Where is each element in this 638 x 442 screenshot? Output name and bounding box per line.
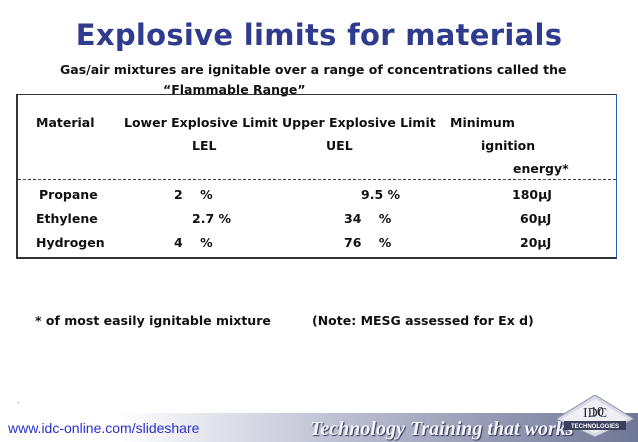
footer-tagline: Technology Training that works (310, 418, 574, 440)
footer-gradient (118, 413, 638, 442)
footnote-mesg: (Note: MESG assessed for Ex d) (312, 313, 534, 328)
flammable-range-label: “Flammable Range” (163, 82, 306, 97)
row-energy: 60μJ (520, 211, 552, 226)
header-material: Material (36, 115, 95, 130)
row-uel: 76 % (344, 235, 392, 250)
row-uel: 9.5 % (361, 187, 401, 202)
footer-url-link[interactable]: www.idc-online.com/slideshare (8, 420, 200, 436)
row-lel: 2.7 % (192, 211, 232, 226)
header-upper-explosive-limit: Upper Explosive Limit (282, 115, 436, 130)
row-material: Ethylene (36, 211, 98, 226)
footer-bar: www.idc-online.com/slideshare Technology… (0, 395, 638, 442)
header-energy: energy* (513, 161, 569, 176)
row-uel: 34 % (344, 211, 392, 226)
header-ignition: ignition (481, 138, 536, 153)
footnote-asterisk: * of most easily ignitable mixture (35, 313, 271, 328)
explosive-limits-table: Material Lower Explosive Limit LEL Upper… (16, 94, 617, 259)
header-lower-explosive-limit: Lower Explosive Limit (124, 115, 278, 130)
header-uel: UEL (326, 138, 353, 153)
logo-text: IDC (583, 406, 607, 421)
header-lel: LEL (192, 138, 217, 153)
header-minimum: Minimum (450, 115, 515, 130)
row-material: Hydrogen (36, 235, 105, 250)
logo-subtext: TECHNOLOGIES (571, 424, 619, 430)
slide-title: Explosive limits for materials (75, 18, 563, 52)
slide-subtitle: Gas/air mixtures are ignitable over a ra… (60, 62, 567, 77)
idc-logo: IDC TECHNOLOGIES (556, 395, 634, 437)
row-energy: 20μJ (520, 235, 552, 250)
row-lel: 4 % (174, 235, 213, 250)
row-material: Propane (39, 187, 98, 202)
row-lel: 2 % (174, 187, 213, 202)
table-divider (18, 179, 616, 180)
slide-number: 10 (590, 405, 604, 420)
row-energy: 180μJ (512, 187, 552, 202)
decorative-mark: ˄ (17, 402, 20, 409)
